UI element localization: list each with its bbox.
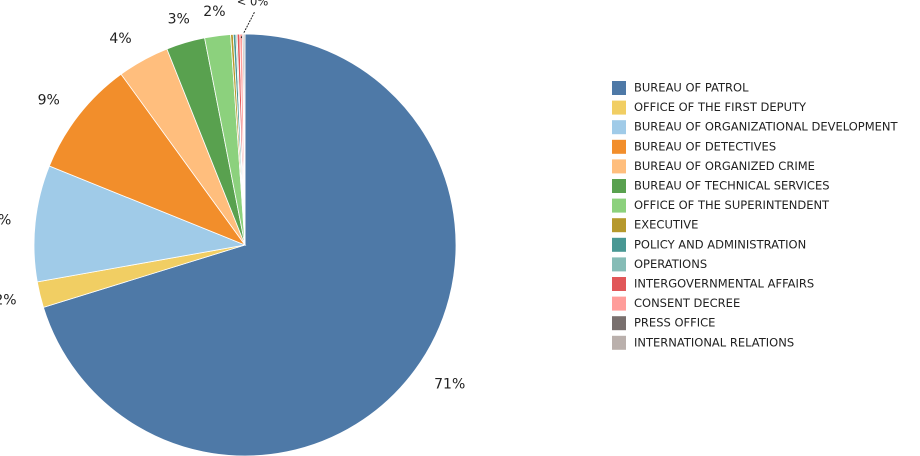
pie-slice <box>33 165 247 283</box>
data-label: 9% <box>38 92 60 108</box>
legend-label: EXECUTIVE <box>634 218 698 232</box>
data-label: 2% <box>203 4 225 20</box>
legend-swatch <box>612 159 626 174</box>
legend-label: INTERNATIONAL RELATIONS <box>634 335 794 349</box>
data-label: < 0% <box>237 0 269 9</box>
legend-swatch <box>612 237 626 252</box>
data-label: 9% <box>0 213 11 229</box>
data-label: 71% <box>434 376 465 392</box>
legend-label: OPERATIONS <box>634 257 707 271</box>
legend-label: POLICY AND ADMINISTRATION <box>634 237 806 251</box>
legend-swatch <box>612 139 626 154</box>
legend-label: BUREAU OF TECHNICAL SERVICES <box>634 179 830 193</box>
legend-label: INTERGOVERNMENTAL AFFAIRS <box>634 277 814 291</box>
legend-swatch <box>612 120 626 135</box>
legend-label: BUREAU OF DETECTIVES <box>634 139 776 153</box>
legend-swatch <box>612 198 626 213</box>
pie-slice <box>48 73 247 246</box>
legend-swatch <box>612 296 626 311</box>
data-label: 4% <box>109 31 131 47</box>
legend-swatch <box>612 179 626 193</box>
legend-label: OFFICE OF THE FIRST DEPUTY <box>634 100 807 114</box>
legend-swatch <box>612 100 626 115</box>
legend-label: OFFICE OF THE SUPERINTENDENT <box>634 198 830 212</box>
legend-swatch <box>612 218 626 233</box>
legend-swatch <box>612 277 626 291</box>
data-label: 2% <box>0 292 17 308</box>
legend-swatch <box>612 335 626 350</box>
legend-label: BUREAU OF ORGANIZED CRIME <box>634 159 815 173</box>
legend-label: BUREAU OF ORGANIZATIONAL DEVELOPMENT <box>634 120 899 134</box>
legend-swatch <box>612 81 626 95</box>
data-label: 3% <box>168 12 190 28</box>
legend-label: PRESS OFFICE <box>634 316 715 330</box>
pie-slice <box>42 33 457 456</box>
legend-swatch <box>612 257 626 272</box>
pie-slice <box>243 33 246 246</box>
legend-label: BUREAU OF PATROL <box>634 81 749 95</box>
legend-label: CONSENT DECREE <box>634 296 740 310</box>
legend-swatch <box>612 316 626 331</box>
